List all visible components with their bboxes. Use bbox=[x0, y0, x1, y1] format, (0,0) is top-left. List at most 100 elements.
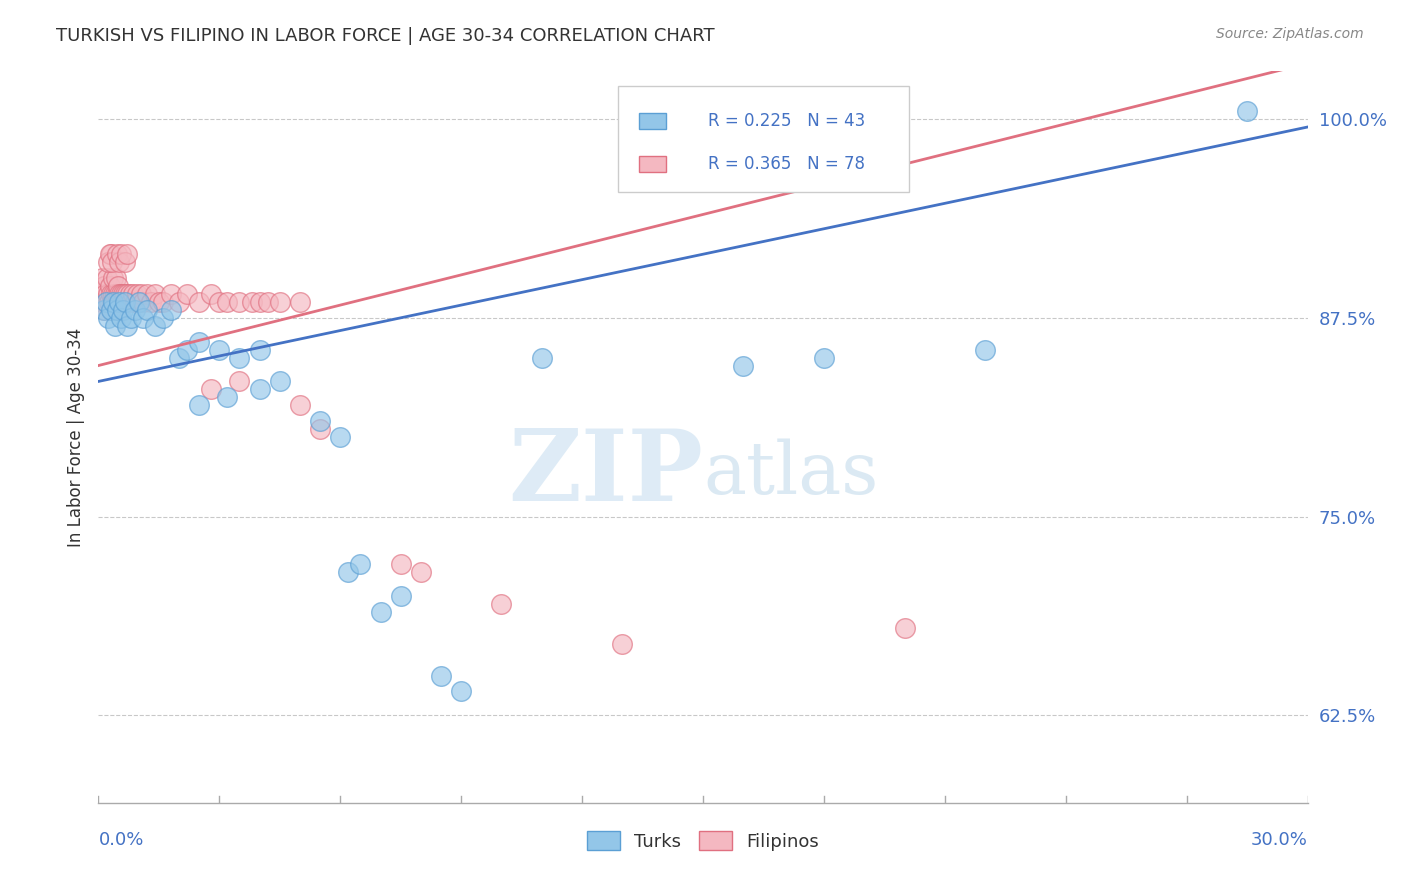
FancyBboxPatch shape bbox=[638, 113, 665, 129]
Point bbox=[217, 294, 239, 309]
Point bbox=[98, 279, 121, 293]
Point bbox=[176, 287, 198, 301]
Text: ZIP: ZIP bbox=[508, 425, 703, 522]
Point bbox=[114, 287, 136, 301]
Point bbox=[105, 294, 128, 309]
Text: R = 0.225   N = 43: R = 0.225 N = 43 bbox=[707, 112, 865, 130]
Text: Source: ZipAtlas.com: Source: ZipAtlas.com bbox=[1216, 27, 1364, 41]
Point bbox=[89, 287, 111, 301]
Point bbox=[93, 302, 115, 317]
Point bbox=[93, 279, 115, 293]
Point bbox=[370, 605, 392, 619]
Point bbox=[491, 597, 513, 611]
Point bbox=[105, 287, 128, 301]
Point bbox=[143, 318, 166, 333]
Point bbox=[98, 294, 121, 309]
Point bbox=[269, 375, 291, 389]
Point bbox=[96, 271, 118, 285]
Point bbox=[160, 287, 183, 301]
Point bbox=[128, 294, 150, 309]
Point bbox=[98, 247, 121, 261]
Point bbox=[103, 294, 125, 309]
Point bbox=[128, 294, 150, 309]
Text: TURKISH VS FILIPINO IN LABOR FORCE | AGE 30-34 CORRELATION CHART: TURKISH VS FILIPINO IN LABOR FORCE | AGE… bbox=[56, 27, 714, 45]
Point bbox=[110, 287, 132, 301]
Point bbox=[329, 430, 352, 444]
Point bbox=[288, 398, 311, 412]
Point bbox=[103, 318, 125, 333]
Point bbox=[288, 294, 311, 309]
Point bbox=[114, 294, 136, 309]
Text: R = 0.365   N = 78: R = 0.365 N = 78 bbox=[707, 154, 865, 173]
Point bbox=[100, 302, 122, 317]
Point bbox=[114, 294, 136, 309]
Point bbox=[100, 287, 122, 301]
Point bbox=[91, 271, 114, 285]
Point bbox=[409, 566, 432, 580]
Point bbox=[104, 294, 127, 309]
Point bbox=[143, 287, 166, 301]
Point bbox=[309, 422, 332, 436]
Point bbox=[118, 287, 141, 301]
Point bbox=[152, 294, 174, 309]
Text: atlas: atlas bbox=[703, 438, 879, 509]
Point bbox=[101, 294, 124, 309]
Point bbox=[115, 247, 138, 261]
Point bbox=[121, 294, 143, 309]
Point bbox=[111, 302, 134, 317]
Point bbox=[148, 294, 170, 309]
Point bbox=[135, 287, 157, 301]
Point bbox=[450, 684, 472, 698]
Point bbox=[256, 294, 278, 309]
Point bbox=[188, 334, 211, 349]
Point bbox=[96, 294, 118, 309]
Point bbox=[152, 310, 174, 325]
Point bbox=[112, 294, 135, 309]
Point bbox=[121, 287, 143, 301]
Point bbox=[349, 558, 371, 572]
Point bbox=[228, 294, 250, 309]
Point bbox=[125, 287, 148, 301]
Point bbox=[110, 310, 132, 325]
Point bbox=[612, 637, 634, 651]
Text: 30.0%: 30.0% bbox=[1251, 831, 1308, 849]
Point bbox=[103, 287, 125, 301]
Point bbox=[337, 566, 360, 580]
Point bbox=[115, 318, 138, 333]
Point bbox=[93, 302, 115, 317]
Point bbox=[188, 398, 211, 412]
Legend: Turks, Filipinos: Turks, Filipinos bbox=[578, 822, 828, 860]
Point bbox=[132, 310, 155, 325]
Point bbox=[107, 294, 129, 309]
Point bbox=[389, 589, 412, 603]
Point bbox=[90, 294, 112, 309]
Point bbox=[249, 383, 271, 397]
Point bbox=[96, 294, 118, 309]
Point bbox=[389, 558, 412, 572]
Point bbox=[188, 294, 211, 309]
Point bbox=[100, 294, 122, 309]
Point bbox=[309, 414, 332, 428]
Point bbox=[117, 287, 139, 301]
Point bbox=[217, 390, 239, 404]
Point bbox=[100, 247, 122, 261]
Point bbox=[124, 294, 146, 309]
Point bbox=[135, 302, 157, 317]
Point bbox=[124, 302, 146, 317]
Point bbox=[120, 310, 142, 325]
Text: 0.0%: 0.0% bbox=[98, 831, 143, 849]
Point bbox=[200, 383, 222, 397]
Point bbox=[107, 279, 129, 293]
Point bbox=[132, 294, 155, 309]
Point bbox=[129, 287, 152, 301]
FancyBboxPatch shape bbox=[638, 156, 665, 172]
Point bbox=[111, 287, 134, 301]
Point bbox=[1236, 104, 1258, 119]
Point bbox=[103, 287, 125, 301]
FancyBboxPatch shape bbox=[619, 86, 908, 192]
Point bbox=[97, 287, 120, 301]
Point bbox=[97, 310, 120, 325]
Point bbox=[107, 255, 129, 269]
Point bbox=[249, 294, 271, 309]
Y-axis label: In Labor Force | Age 30-34: In Labor Force | Age 30-34 bbox=[66, 327, 84, 547]
